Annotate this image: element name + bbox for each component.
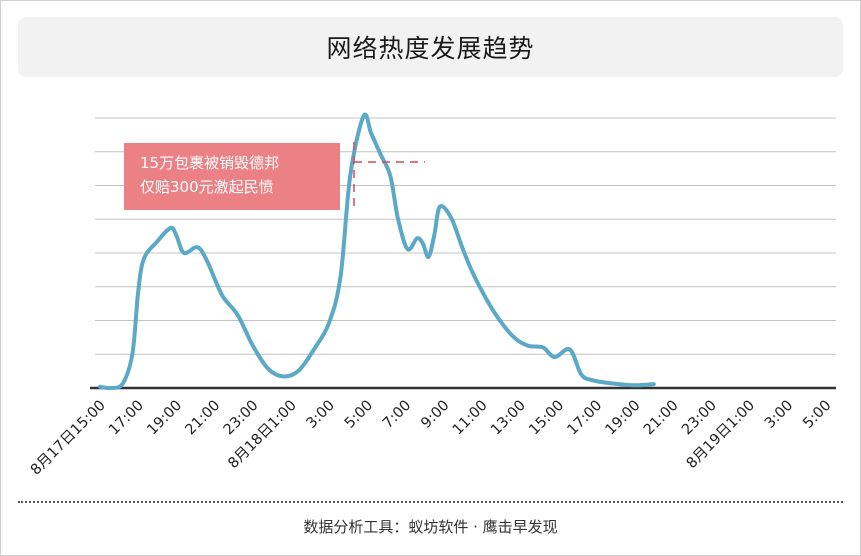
x-tick-label: 7:00 — [380, 398, 414, 432]
x-tick-label: 21:00 — [641, 398, 682, 439]
x-tick-label: 21:00 — [183, 398, 224, 439]
x-tick-label: 3:00 — [762, 398, 796, 432]
x-tick-label: 19:00 — [603, 398, 644, 439]
footer-separator — [18, 501, 843, 503]
x-tick-label: 9:00 — [418, 398, 452, 432]
x-tick-label: 8月19日1:00 — [684, 398, 758, 472]
x-tick-label: 17:00 — [565, 398, 606, 439]
x-tick-label: 5:00 — [342, 398, 376, 432]
heat-trend-line — [98, 112, 656, 391]
callout-leader-dash — [353, 142, 425, 212]
title-bar: 网络热度发展趋势 — [18, 17, 843, 77]
x-tick-label: 13:00 — [488, 398, 529, 439]
x-tick-label: 5:00 — [800, 398, 834, 432]
x-tick-label: 8月17日15:00 — [28, 398, 109, 479]
x-tick-label: 19:00 — [144, 398, 185, 439]
callout-text-line-1: 15万包裹被销毁德邦 — [140, 154, 279, 172]
footer-source: 数据分析工具：蚁坊软件 · 鹰击早发现 — [303, 518, 558, 536]
x-tick-label: 15:00 — [526, 398, 567, 439]
chart-title: 网络热度发展趋势 — [326, 34, 535, 63]
callout-text-line-2: 仅赔300元激起民愤 — [140, 178, 274, 196]
x-tick-label: 11:00 — [450, 398, 491, 439]
x-tick-label: 3:00 — [304, 398, 338, 432]
event-callout: 15万包裹被销毁德邦 仅赔300元激起民愤 — [124, 142, 425, 212]
callout-box — [124, 143, 340, 210]
x-tick-label: 17:00 — [106, 398, 147, 439]
x-tick-label: 8月18日1:00 — [225, 398, 299, 472]
